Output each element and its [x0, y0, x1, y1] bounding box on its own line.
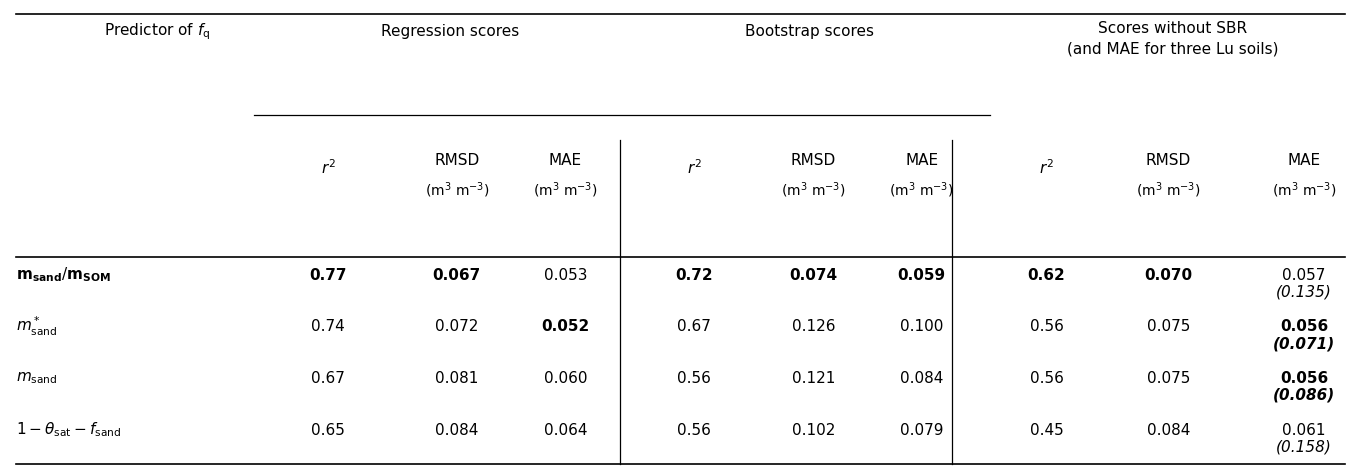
Text: $r^2$: $r^2$	[687, 158, 701, 177]
Text: MAE: MAE	[548, 153, 583, 168]
Text: 0.072: 0.072	[436, 319, 479, 334]
Text: (m$^3$ m$^{-3}$): (m$^3$ m$^{-3}$)	[534, 181, 597, 200]
Text: 0.084: 0.084	[436, 422, 479, 438]
Text: (m$^3$ m$^{-3}$): (m$^3$ m$^{-3}$)	[781, 181, 845, 200]
Text: (0.071): (0.071)	[1273, 336, 1335, 351]
Text: (0.158): (0.158)	[1277, 439, 1332, 455]
Text: 0.075: 0.075	[1147, 371, 1190, 386]
Text: 0.65: 0.65	[312, 422, 346, 438]
Text: 0.67: 0.67	[312, 371, 346, 386]
Text: MAE: MAE	[905, 153, 938, 168]
Text: (m$^3$ m$^{-3}$): (m$^3$ m$^{-3}$)	[1136, 181, 1200, 200]
Text: 0.45: 0.45	[1029, 422, 1063, 438]
Text: RMSD: RMSD	[1146, 153, 1191, 168]
Text: 0.056: 0.056	[1279, 319, 1328, 334]
Text: 0.62: 0.62	[1028, 268, 1066, 283]
Text: 0.100: 0.100	[900, 319, 943, 334]
Text: 0.56: 0.56	[678, 371, 710, 386]
Text: $m^*_\mathrm{sand}$: $m^*_\mathrm{sand}$	[16, 315, 59, 338]
Text: 0.081: 0.081	[436, 371, 479, 386]
Text: 0.053: 0.053	[543, 268, 587, 283]
Text: 0.067: 0.067	[433, 268, 480, 283]
Text: 0.084: 0.084	[900, 371, 943, 386]
Text: 0.079: 0.079	[900, 422, 943, 438]
Text: 0.074: 0.074	[789, 268, 837, 283]
Text: 0.121: 0.121	[792, 371, 836, 386]
Text: 0.064: 0.064	[543, 422, 587, 438]
Text: 0.070: 0.070	[1145, 268, 1192, 283]
Text: $r^2$: $r^2$	[321, 158, 336, 177]
Text: Scores without SBR
(and MAE for three Lu soils): Scores without SBR (and MAE for three Lu…	[1067, 21, 1279, 57]
Text: $m_\mathrm{sand}$: $m_\mathrm{sand}$	[16, 371, 59, 386]
Text: Bootstrap scores: Bootstrap scores	[746, 25, 874, 40]
Text: (m$^3$ m$^{-3}$): (m$^3$ m$^{-3}$)	[425, 181, 489, 200]
Text: RMSD: RMSD	[434, 153, 479, 168]
Text: $\mathbf{m}_\mathbf{sand}/\mathbf{m}_\mathbf{SOM}$: $\mathbf{m}_\mathbf{sand}/\mathbf{m}_\ma…	[16, 266, 112, 285]
Text: 0.061: 0.061	[1282, 422, 1326, 438]
Text: 0.74: 0.74	[312, 319, 344, 334]
Text: $r^2$: $r^2$	[1038, 158, 1053, 177]
Text: (0.135): (0.135)	[1277, 285, 1332, 300]
Text: MAE: MAE	[1288, 153, 1320, 168]
Text: 0.102: 0.102	[792, 422, 836, 438]
Text: (0.086): (0.086)	[1273, 388, 1335, 403]
Text: 0.060: 0.060	[543, 371, 587, 386]
Text: 0.059: 0.059	[898, 268, 946, 283]
Text: $1 - \theta_\mathrm{sat} - f_\mathrm{sand}$: $1 - \theta_\mathrm{sat} - f_\mathrm{san…	[16, 421, 121, 439]
Text: (m$^3$ m$^{-3}$): (m$^3$ m$^{-3}$)	[890, 181, 954, 200]
Text: Regression scores: Regression scores	[381, 25, 519, 40]
Text: 0.77: 0.77	[309, 268, 347, 283]
Text: 0.72: 0.72	[675, 268, 713, 283]
Text: 0.057: 0.057	[1282, 268, 1326, 283]
Text: 0.084: 0.084	[1147, 422, 1190, 438]
Text: 0.056: 0.056	[1279, 371, 1328, 386]
Text: (m$^3$ m$^{-3}$): (m$^3$ m$^{-3}$)	[1271, 181, 1337, 200]
Text: 0.075: 0.075	[1147, 319, 1190, 334]
Text: Predictor of $f_\mathrm{q}$: Predictor of $f_\mathrm{q}$	[105, 22, 211, 42]
Text: 0.126: 0.126	[792, 319, 836, 334]
Text: 0.56: 0.56	[678, 422, 710, 438]
Text: 0.56: 0.56	[1029, 319, 1063, 334]
Text: 0.052: 0.052	[542, 319, 589, 334]
Text: 0.56: 0.56	[1029, 371, 1063, 386]
Text: RMSD: RMSD	[791, 153, 836, 168]
Text: 0.67: 0.67	[678, 319, 710, 334]
